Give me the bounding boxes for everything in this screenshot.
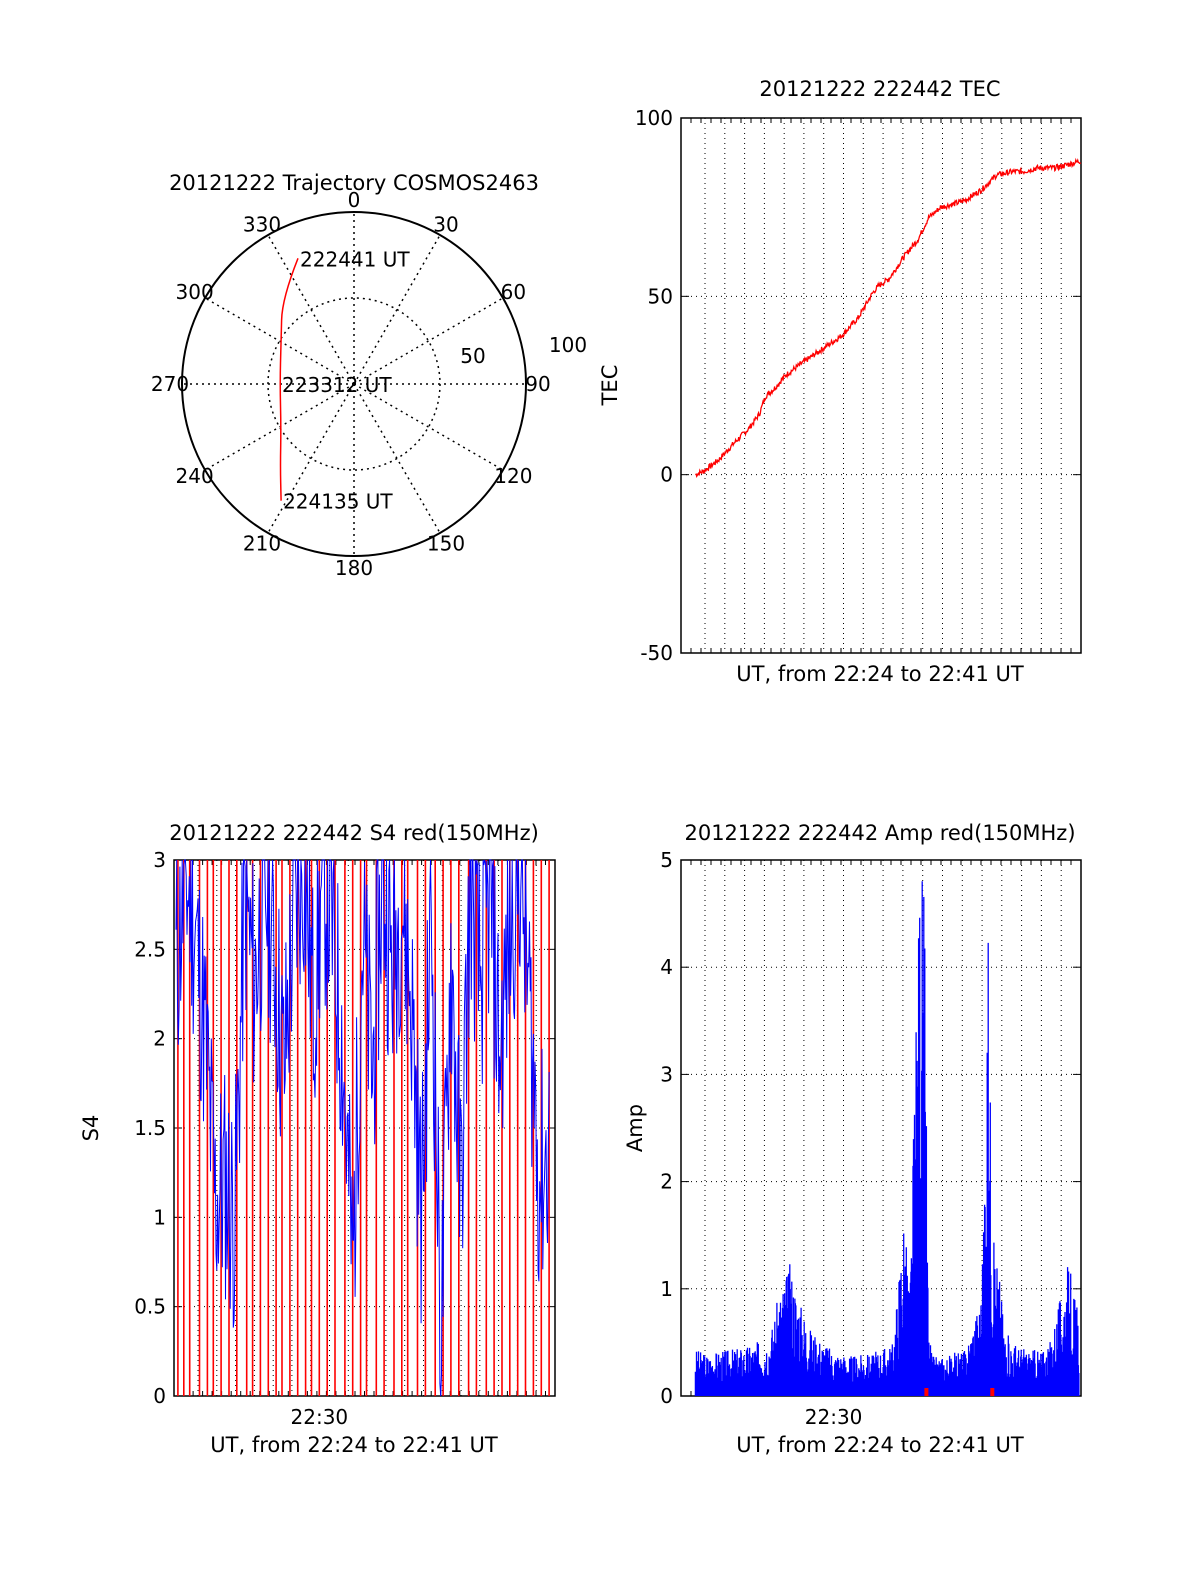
amp-red-mark-1 (990, 1388, 995, 1396)
amp-series-line (694, 881, 1080, 1396)
amp-x-axis-label: UT, from 22:24 to 22:41 UT (736, 1433, 1024, 1457)
tec-series-line (694, 157, 1082, 478)
tec-y-axis-label: TEC (598, 365, 622, 407)
polar-radial-label-50: 50 (460, 344, 485, 368)
polar-angle-label-270: 270 (151, 372, 189, 396)
polar-angle-label-60: 60 (501, 280, 526, 304)
amp-ytick-label-3: 3 (660, 1062, 673, 1086)
trajectory-annotation-1: 223312 UT (282, 373, 392, 397)
s4-x-axis-label: UT, from 22:24 to 22:41 UT (210, 1433, 498, 1457)
s4-ytick-label-2.5: 2.5 (134, 937, 166, 961)
polar-angle-label-240: 240 (176, 464, 214, 488)
amp-ytick-label-4: 4 (660, 955, 673, 979)
polar-angle-label-330: 330 (243, 213, 281, 237)
s4-series-line (175, 859, 550, 1397)
amp-chart: 20121222 222442 Amp red(150MHz) UT, from… (623, 821, 1082, 1457)
trajectory-path (279, 258, 299, 501)
s4-ytick-label-0: 0 (153, 1384, 166, 1408)
polar-radial-label-100: 100 (549, 333, 587, 357)
polar-angle-label-300: 300 (176, 280, 214, 304)
polar-angle-label-30: 30 (433, 213, 458, 237)
tec-title: 20121222 222442 TEC (759, 77, 1000, 101)
s4-ytick-label-1.5: 1.5 (134, 1116, 166, 1140)
polar-angle-label-90: 90 (525, 372, 550, 396)
tec-plot-frame (680, 117, 1082, 654)
polar-angle-label-0: 0 (348, 188, 361, 212)
amp-plot-frame (680, 859, 1082, 1397)
polar-angle-label-210: 210 (243, 531, 281, 555)
polar-angle-label-150: 150 (427, 531, 465, 555)
tec-ytick-label-0: 0 (660, 463, 673, 487)
amp-title: 20121222 222442 Amp red(150MHz) (684, 821, 1075, 845)
polar-spoke-210 (267, 383, 355, 534)
trajectory-annotation-0: 222441 UT (300, 247, 410, 271)
s4-ytick-label-3: 3 (153, 848, 166, 872)
s4-chart: 20121222 222442 S4 red(150MHz) UT, from … (79, 821, 556, 1457)
polar-spoke-30 (353, 234, 441, 385)
polar-spoke-330 (267, 234, 355, 385)
amp-ytick-label-0: 0 (660, 1384, 673, 1408)
trajectory-annotation-2: 224135 UT (283, 490, 393, 514)
s4-ytick-label-1: 1 (153, 1205, 166, 1229)
amp-y-axis-label: Amp (623, 1104, 647, 1152)
amp-ytick-label-1: 1 (660, 1277, 673, 1301)
amp-xtick-label-2230: 22:30 (805, 1405, 863, 1429)
amp-red-mark-0 (924, 1388, 929, 1396)
polar-angle-label-180: 180 (335, 556, 373, 580)
polar-angle-label-120: 120 (494, 464, 532, 488)
s4-ytick-label-0.5: 0.5 (134, 1295, 166, 1319)
polar-spoke-150 (353, 383, 441, 534)
tec-chart: 20121222 222442 TEC UT, from 22:24 to 22… (598, 77, 1082, 686)
trajectory-title: 20121222 Trajectory COSMOS2463 (169, 171, 539, 195)
polar-outer-circle (181, 211, 527, 557)
s4-title: 20121222 222442 S4 red(150MHz) (169, 821, 539, 845)
tec-ytick-label-50: 50 (648, 284, 673, 308)
amp-ytick-label-5: 5 (660, 848, 673, 872)
trajectory-polar-chart: 20121222 Trajectory COSMOS2463 0 30 60 90 12… (151, 171, 587, 580)
s4-y-axis-label: S4 (79, 1115, 103, 1142)
polar-spoke-60 (353, 297, 504, 385)
s4-plot-frame (173, 859, 556, 1397)
polar-spoke-120 (353, 383, 504, 471)
tec-ytick-label-100: 100 (635, 106, 673, 130)
s4-xtick-label-2230: 22:30 (291, 1405, 349, 1429)
tec-ytick-label--50: -50 (640, 641, 673, 665)
polar-spoke-300 (204, 297, 355, 385)
s4-ytick-label-2: 2 (153, 1027, 166, 1051)
tec-x-axis-label: UT, from 22:24 to 22:41 UT (736, 662, 1024, 686)
polar-spoke-240 (204, 383, 355, 471)
amp-ytick-label-2: 2 (660, 1170, 673, 1194)
